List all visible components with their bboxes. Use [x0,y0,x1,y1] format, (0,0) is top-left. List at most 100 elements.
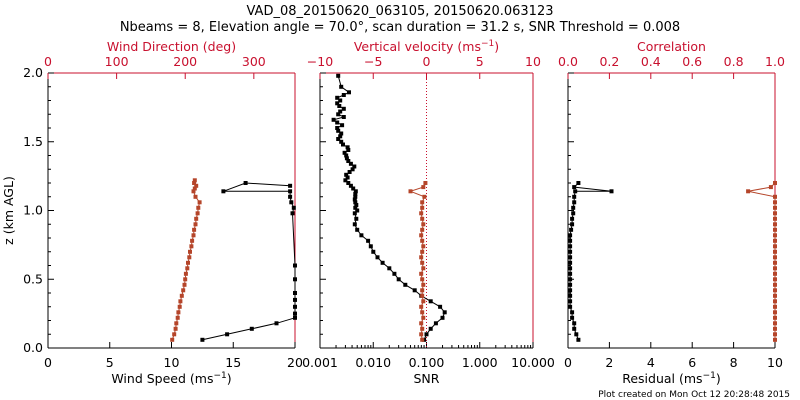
data-point [428,299,433,304]
data-point [773,205,777,210]
data-point [339,84,344,89]
data-point [348,161,353,166]
data-point [568,260,573,265]
data-point [172,332,177,337]
data-point [773,181,777,185]
data-point [424,332,429,337]
data-point [568,271,573,276]
data-point [773,315,777,320]
data-point [421,222,426,227]
data-point [352,164,357,169]
data-point [289,200,294,205]
data-point [428,326,433,331]
data-point [746,189,751,194]
figure-title-line1: VAD_08_20150620_063105, 20150620.063123 [247,4,554,19]
data-point [288,194,293,199]
data-point [182,282,187,287]
data-point [568,238,573,243]
data-point [412,288,417,293]
series-red-top [408,181,428,342]
data-point [773,194,777,199]
data-point [419,271,424,276]
data-point [773,227,777,232]
data-point [188,249,192,254]
series-red-top [170,178,202,342]
data-point [403,282,408,287]
data-point [177,304,182,309]
data-point [421,299,426,304]
data-point [419,233,424,238]
data-point [190,238,195,243]
data-point [572,200,577,205]
data-point [420,293,425,298]
data-point [392,271,397,276]
y-axis-label: z (km AGL) [1,176,16,245]
data-point [419,321,424,326]
data-point [335,95,340,100]
data-point [569,227,574,232]
panel-middle: 0.001 0.010 0.100 1.000 10.000 SNR −10 −5 0 5 10 Ve… [302,39,555,386]
data-point [179,293,184,298]
data-point [354,216,359,221]
data-point [197,200,202,205]
x-bottom-tick-label: 20 [287,355,303,370]
data-point [341,115,346,119]
data-point [433,321,438,326]
data-point [175,315,180,320]
x-bottom-tick-label: 10 [164,355,180,370]
data-point [174,321,179,326]
data-point [773,293,777,298]
x-bottom-tick-label: 0 [564,355,572,370]
data-point [571,211,576,216]
data-point [249,326,254,331]
data-point [568,299,573,304]
figure-title-line2: Nbeams = 8, Elevation angle = 70.0°, sca… [120,20,680,35]
data-point [341,93,346,97]
data-point [187,255,192,260]
data-point [345,145,350,150]
data-point [773,337,777,342]
data-point [568,277,573,282]
data-point [773,249,777,254]
data-point [341,142,345,147]
data-point [572,194,577,199]
data-point [189,244,194,249]
data-point [422,194,427,199]
data-point [420,227,425,232]
data-point [336,137,341,141]
data-point [419,255,424,260]
data-point [293,297,297,302]
x-bottom-tick-label: 0.010 [355,355,391,370]
data-point [408,189,413,194]
data-point [773,211,777,216]
data-point [192,178,197,183]
data-point [346,159,351,163]
data-point [338,134,343,139]
data-point [420,238,425,243]
data-point [194,216,199,221]
data-point [609,189,614,194]
data-point [183,271,188,276]
data-point [336,112,341,117]
x-top-tick-label: 0.0 [558,54,578,69]
data-point [339,131,344,136]
data-point [773,244,777,249]
x-top-tick-label: 5 [476,54,484,69]
data-point [291,205,296,210]
x-top-axis-label: Wind Direction (deg) [107,39,236,54]
data-point [568,282,573,287]
data-point [420,277,425,282]
data-point [773,282,777,287]
data-point [338,98,343,103]
data-point [293,315,297,320]
data-point [368,244,373,249]
data-point [568,293,573,298]
data-point [375,255,380,260]
data-point [348,183,353,188]
x-top-tick-label: 10 [525,54,541,69]
data-point [336,73,341,78]
x-bottom-tick-label: 0.001 [302,355,338,370]
data-point [442,310,447,315]
